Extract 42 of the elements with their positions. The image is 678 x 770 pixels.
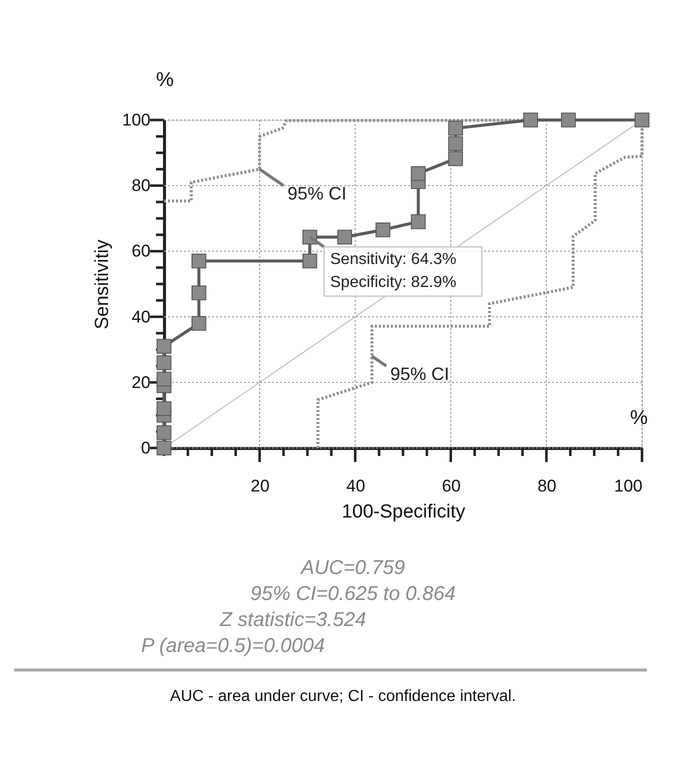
point xyxy=(192,254,206,268)
annotation: 95% CI xyxy=(288,184,347,204)
point xyxy=(192,316,206,331)
text: Z statistic=3.524 xyxy=(218,609,366,631)
y-tick-label: 80 xyxy=(132,176,150,196)
y-tick-label: 20 xyxy=(132,372,150,392)
point xyxy=(448,120,463,136)
point xyxy=(448,136,463,152)
y-tick-label: 60 xyxy=(132,242,150,261)
y-axis-title: Sensitivitiy xyxy=(92,239,114,330)
point xyxy=(302,254,318,268)
x-tick-label: 100 xyxy=(614,476,642,496)
text: % xyxy=(156,69,174,91)
text: AUC=0.759 xyxy=(300,557,405,579)
text: P (area=0.5)=0.0004 xyxy=(141,635,325,657)
y-tick-label: 100 xyxy=(122,110,150,130)
point xyxy=(156,401,172,416)
annotation: % xyxy=(630,407,648,429)
x-tick-label: 80 xyxy=(537,476,556,496)
x-tick-label: 40 xyxy=(346,476,366,496)
y-tick-label: 0 xyxy=(141,438,150,458)
point xyxy=(376,222,390,238)
point xyxy=(634,112,650,128)
annotation: Sensitivity: 64.3% Specificity: 82.9% xyxy=(330,250,456,291)
point xyxy=(523,112,538,128)
point xyxy=(156,425,172,440)
point xyxy=(337,230,352,244)
y-tick-label: 40 xyxy=(132,307,150,326)
point xyxy=(410,166,426,181)
point xyxy=(560,112,576,128)
point xyxy=(192,285,206,300)
annotation: 95% CI xyxy=(390,364,450,384)
point xyxy=(156,338,172,354)
point xyxy=(156,355,172,370)
text: AUC - area under curve; CI - confidence interval. xyxy=(170,688,516,705)
text: 95% CI=0.625 to 0.864 xyxy=(250,583,456,605)
point xyxy=(156,372,172,387)
x-axis-title: 100-Specificity xyxy=(342,502,466,522)
point xyxy=(410,214,426,230)
x-tick-label: 60 xyxy=(442,476,461,496)
point xyxy=(448,151,463,166)
x-tick-label: 20 xyxy=(250,476,270,496)
